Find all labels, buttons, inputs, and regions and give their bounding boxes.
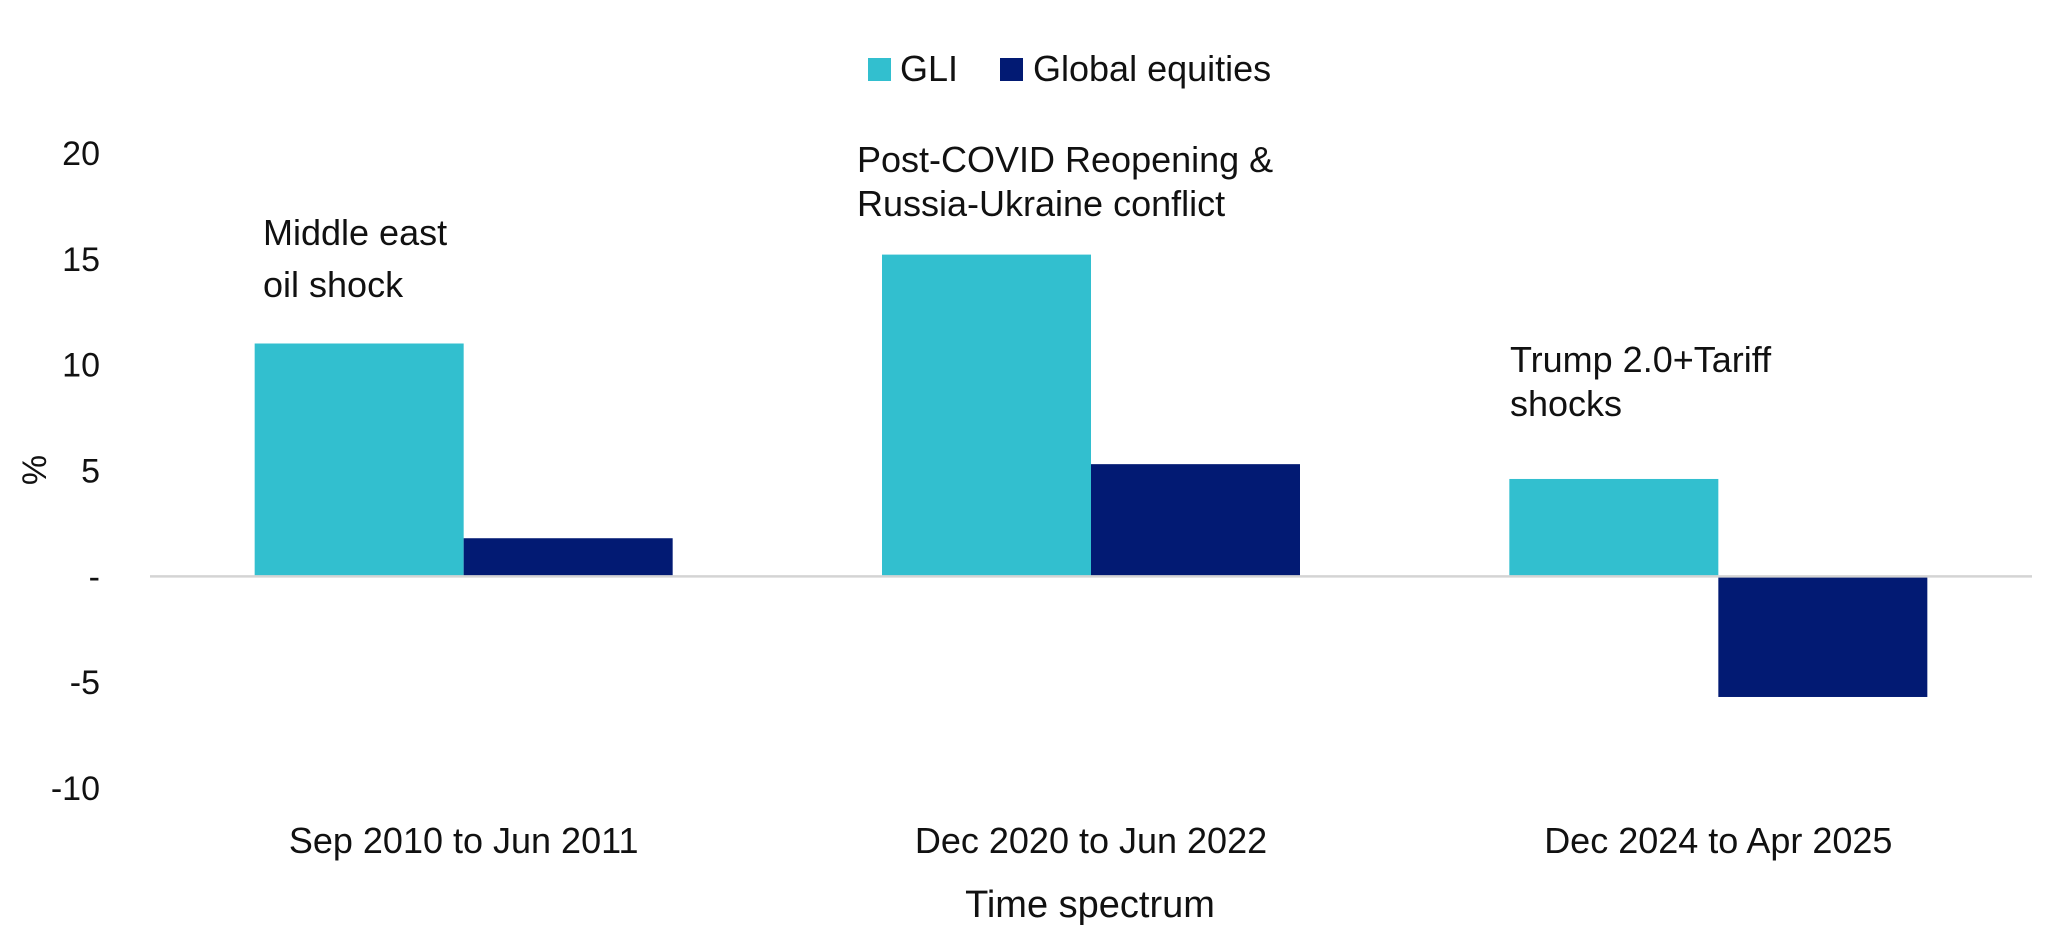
annotation-2-line-1: Post-COVID Reopening &: [857, 139, 1273, 180]
y-axis: 20 15 10 5 - -5 -10: [51, 135, 100, 808]
annotation-2-line-2: Russia-Ukraine conflict: [857, 183, 1225, 224]
bar-gli-2: [882, 254, 1091, 577]
annotation-3-line-1: Trump 2.0+Tariff: [1510, 339, 1772, 380]
x-tick-label: Dec 2020 to Jun 2022: [915, 820, 1267, 861]
legend-label-global-equities: Global equities: [1033, 48, 1271, 89]
y-tick-label: -: [89, 558, 100, 596]
x-axis: Sep 2010 to Jun 2011 Dec 2020 to Jun 2022…: [289, 820, 1893, 861]
legend: GLI Global equities: [868, 48, 1271, 89]
x-tick-label: Sep 2010 to Jun 2011: [289, 820, 639, 861]
y-tick-label: 20: [62, 135, 100, 173]
legend-label-gli: GLI: [900, 48, 958, 89]
y-tick-label: 5: [81, 453, 100, 491]
annotation-1-line-1: Middle east: [263, 212, 447, 253]
bar-global-equities-1: [463, 538, 673, 577]
y-axis-label: %: [16, 455, 54, 485]
legend-swatch-global-equities: [1000, 58, 1023, 81]
bars: [254, 254, 1928, 697]
x-tick-label: Dec 2024 to Apr 2025: [1544, 820, 1892, 861]
x-axis-label: Time spectrum: [965, 884, 1215, 926]
y-tick-label: -10: [51, 770, 100, 808]
y-tick-label: -5: [70, 664, 100, 702]
y-tick-label: 10: [62, 347, 100, 385]
y-tick-label: 15: [62, 241, 100, 279]
bar-global-equities-3: [1718, 576, 1928, 697]
bar-gli-1: [254, 343, 464, 577]
legend-swatch-gli: [868, 58, 891, 81]
bar-gli-3: [1509, 478, 1719, 577]
bar-global-equities-2: [1091, 464, 1300, 577]
annotation-1-line-2: oil shock: [263, 264, 404, 305]
annotation-3-line-2: shocks: [1510, 383, 1622, 424]
annotations: Middle east oil shock Post-COVID Reopening…: [263, 139, 1772, 424]
